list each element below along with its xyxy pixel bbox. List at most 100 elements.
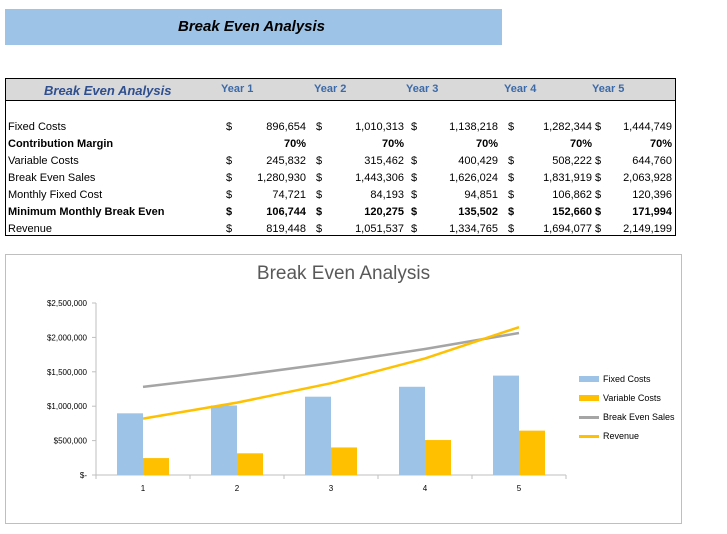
currency-symbol: $ <box>411 172 418 184</box>
currency-symbol: $ <box>411 223 418 235</box>
currency-symbol: $ <box>595 223 602 235</box>
cell-value: 896,654 <box>266 121 306 133</box>
cell-value: 70% <box>283 138 306 150</box>
legend-swatch <box>579 395 599 401</box>
bar-fixed-costs <box>305 396 331 475</box>
currency-symbol: $ <box>508 206 515 218</box>
break-even-table: Break Even Analysis Year 1 Year 2 Year 3… <box>5 78 676 236</box>
currency-symbol: $ <box>595 206 602 218</box>
cell-value: 70% <box>475 138 498 150</box>
cell-value: 74,721 <box>272 189 306 201</box>
row-label: Break Even Sales <box>8 172 96 184</box>
row-label: Minimum Monthly Break Even <box>8 206 165 218</box>
line-revenue <box>142 325 520 420</box>
legend-label: Revenue <box>603 431 640 441</box>
cell-value: 152,660 <box>552 206 592 218</box>
currency-symbol: $ <box>508 121 515 133</box>
currency-symbol: $ <box>316 206 323 218</box>
currency-symbol: $ <box>226 223 233 235</box>
currency-symbol: $ <box>316 172 323 184</box>
row-label: Fixed Costs <box>8 121 67 133</box>
table-row: Break Even Sales $1,280,930 $1,443,306 $1,6… <box>6 170 675 187</box>
cell-value: 644,760 <box>632 155 672 167</box>
year-header: Year 1 <box>221 83 254 95</box>
cell-value: 84,193 <box>370 189 404 201</box>
currency-symbol: $ <box>226 206 233 218</box>
currency-symbol: $ <box>411 121 418 133</box>
currency-symbol: $ <box>226 155 233 167</box>
y-tick-label: $2,500,000 <box>47 299 88 308</box>
y-tick-label: $500,000 <box>54 437 88 446</box>
table-row: Contribution Margin 70% 70% 70% 70% 70% <box>6 136 675 153</box>
cell-value: 120,396 <box>632 189 672 201</box>
row-label: Contribution Margin <box>8 138 114 150</box>
cell-value: 819,448 <box>266 223 306 235</box>
currency-symbol: $ <box>595 172 602 184</box>
x-tick-label: 4 <box>423 484 428 493</box>
legend-label: Fixed Costs <box>603 374 651 384</box>
bar-fixed-costs <box>399 386 425 475</box>
cell-value: 1,626,024 <box>449 172 498 184</box>
cell-value: 245,832 <box>266 155 306 167</box>
table-row: Minimum Monthly Break Even $106,744 $120,2… <box>6 204 675 221</box>
bar-fixed-costs <box>493 375 519 475</box>
cell-value: 70% <box>381 138 404 150</box>
legend-label: Variable Costs <box>603 393 661 403</box>
currency-symbol: $ <box>411 206 418 218</box>
x-tick-label: 2 <box>235 484 240 493</box>
chart-area: Break Even Analysis $- $500,000 $1,000,000… <box>5 254 682 524</box>
legend-swatch <box>579 435 599 438</box>
bar-variable-costs <box>331 447 357 475</box>
currency-symbol: $ <box>316 121 323 133</box>
legend-swatch <box>579 376 599 382</box>
y-tick-label: $2,000,000 <box>47 333 88 342</box>
cell-value: 70% <box>569 138 592 150</box>
bar-variable-costs <box>237 453 263 475</box>
cell-value: 400,429 <box>458 155 498 167</box>
chart-plot: $- $500,000 $1,000,000 $1,500,000 $2,000,000… <box>47 299 567 493</box>
cell-value: 2,149,199 <box>623 223 672 235</box>
cell-value: 1,051,537 <box>355 223 404 235</box>
chart-title: Break Even Analysis <box>256 263 431 284</box>
currency-symbol: $ <box>595 189 602 201</box>
cell-value: 508,222 <box>552 155 592 167</box>
cell-value: 1,444,749 <box>623 121 672 133</box>
y-tick-label: $1,500,000 <box>47 368 88 377</box>
x-tick-label: 3 <box>329 484 334 493</box>
cell-value: 1,334,765 <box>449 223 498 235</box>
bar-fixed-costs <box>117 413 143 475</box>
banner-title: Break Even Analysis <box>178 18 326 35</box>
currency-symbol: $ <box>508 172 515 184</box>
cell-value: 1,010,313 <box>355 121 404 133</box>
currency-symbol: $ <box>508 189 515 201</box>
bar-variable-costs <box>143 458 169 475</box>
legend-label: Break Even Sales <box>603 412 675 422</box>
cell-value: 70% <box>649 138 672 150</box>
table-row: Revenue $819,448 $1,051,537 $1,334,765 $1,69… <box>6 221 675 238</box>
currency-symbol: $ <box>595 155 602 167</box>
currency-symbol: $ <box>316 189 323 201</box>
table-header-label: Break Even Analysis <box>44 83 172 98</box>
currency-symbol: $ <box>226 121 233 133</box>
bar-variable-costs <box>519 430 545 475</box>
currency-symbol: $ <box>411 155 418 167</box>
year-header: Year 3 <box>406 83 439 95</box>
x-tick-label: 5 <box>517 484 522 493</box>
legend-swatch <box>579 416 599 419</box>
line-break-even-sales <box>142 331 520 389</box>
cell-value: 315,462 <box>364 155 404 167</box>
year-header: Year 2 <box>314 83 347 95</box>
currency-symbol: $ <box>226 172 233 184</box>
bar-variable-costs <box>425 440 451 475</box>
cell-value: 106,744 <box>266 206 306 218</box>
currency-symbol: $ <box>316 155 323 167</box>
cell-value: 1,694,077 <box>543 223 592 235</box>
cell-value: 1,282,344 <box>543 121 592 133</box>
cell-value: 135,502 <box>458 206 498 218</box>
currency-symbol: $ <box>508 223 515 235</box>
table-header: Break Even Analysis Year 1 Year 2 Year 3… <box>6 79 675 101</box>
cell-value: 94,851 <box>464 189 498 201</box>
table-row: Variable Costs $245,832 $315,462 $400,429 $5… <box>6 153 675 170</box>
cell-value: 171,994 <box>632 206 672 218</box>
cell-value: 1,443,306 <box>355 172 404 184</box>
